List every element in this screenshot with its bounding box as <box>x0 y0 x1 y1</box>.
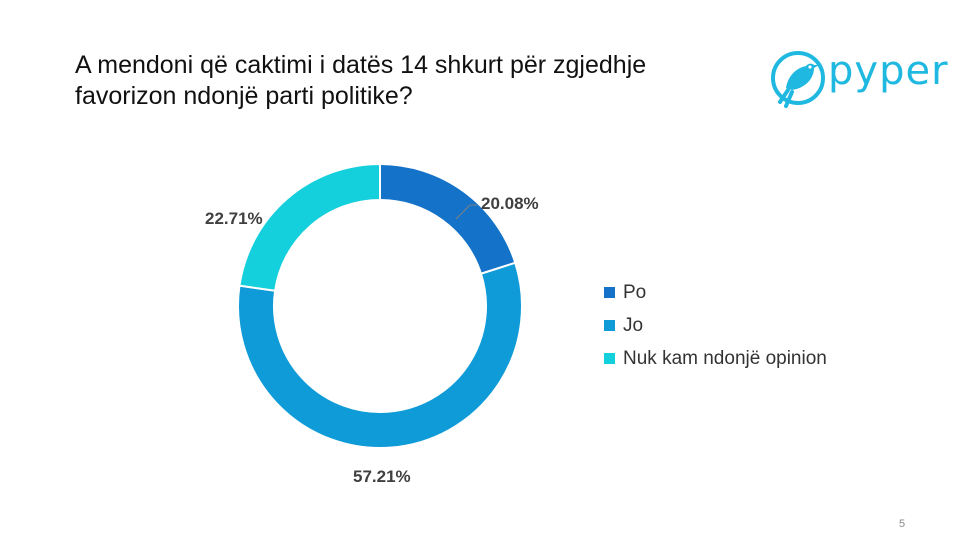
legend-label: Po <box>623 281 647 303</box>
legend-swatch <box>604 353 615 364</box>
data-label-no-opinion: 22.71% <box>205 209 263 228</box>
leader-line <box>455 204 471 220</box>
bird-icon <box>771 51 825 108</box>
page-title: A mendoni që caktimi i datës 14 shkurt p… <box>75 51 647 110</box>
slice-no-opinion <box>238 162 381 292</box>
slice-jo <box>237 261 523 449</box>
data-label-jo: 57.21% <box>353 467 411 486</box>
legend-item-jo: Jo <box>604 309 827 342</box>
legend-item-no-opinion: Nuk kam ndonjë opinion <box>604 342 827 375</box>
legend-item-po: Po <box>604 276 827 309</box>
slice-po <box>379 162 517 276</box>
legend-label: Nuk kam ndonjë opinion <box>623 347 827 369</box>
pyper-logo: pyper <box>768 46 958 116</box>
legend-label: Jo <box>623 314 644 336</box>
page-number: 5 <box>899 518 906 530</box>
logo-text: pyper <box>828 48 949 94</box>
chart-legend: Po Jo Nuk kam ndonjë opinion <box>604 276 827 375</box>
legend-swatch <box>604 287 615 298</box>
legend-swatch <box>604 320 615 331</box>
data-label-po: 20.08% <box>481 194 539 213</box>
